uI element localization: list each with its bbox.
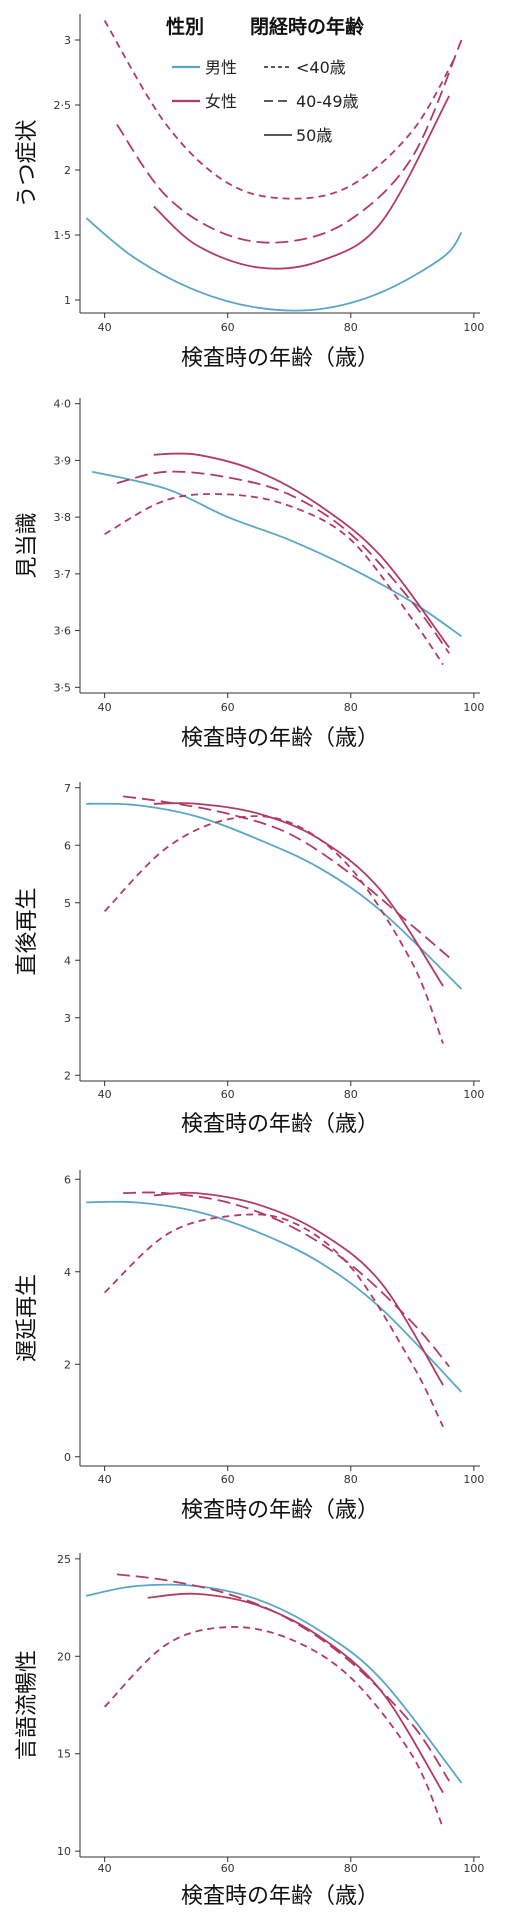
y-tick-label: 3	[64, 34, 71, 47]
series-line-male-solid	[86, 802, 463, 990]
series-line-male-solid	[85, 217, 463, 312]
series-line-female-dash	[103, 1626, 444, 1829]
y-tick-label: 5	[64, 897, 71, 910]
y-tick-label: 2	[64, 164, 71, 177]
legend-label-female: 女性	[205, 92, 237, 111]
y-tick-label: 7	[64, 782, 71, 795]
x-tick-label: 60	[221, 701, 235, 714]
y-tick-label: 4·0	[54, 398, 72, 411]
x-tick-label: 80	[344, 321, 358, 334]
x-tick-label: 60	[221, 1473, 235, 1486]
y-tick-label: 2	[64, 1358, 71, 1371]
x-tick-label: 80	[344, 701, 358, 714]
x-tick-label: 100	[463, 1088, 484, 1101]
y-tick-label: 3·6	[54, 625, 72, 638]
x-tick-label: 40	[98, 1088, 112, 1101]
chart-panel-5: 10 15 20 25 40 60 80 100 検査時の年齢（歳） 言語流暢性	[15, 1553, 484, 1909]
legend-title-menopause: 閉経時の年齢	[250, 15, 365, 38]
x-tick-label: 80	[344, 1088, 358, 1101]
chart-panel-1: 1 1·5 2 2·5 3 40 60 80 100 検査時の年齢（歳） うつ症状	[15, 14, 484, 371]
x-axis-label: 検査時の年齢（歳）	[181, 346, 379, 371]
x-axis-label: 検査時の年齢（歳）	[181, 726, 379, 751]
x-tick-label: 40	[98, 321, 112, 334]
y-axis-label: 直後再生	[15, 887, 40, 975]
y-tick-label: 10	[57, 1845, 71, 1858]
y-tick-label: 1	[64, 294, 71, 307]
y-tick-label: 4	[64, 954, 71, 967]
series-line-female-longdash	[116, 39, 463, 244]
chart-panel-3: 2 3 4 5 6 7 40 60 80 100 検査時の年齢（歳） 直後再生	[15, 782, 484, 1137]
y-tick-label: 15	[57, 1748, 71, 1761]
series-line-female-dash	[104, 493, 444, 666]
x-tick-label: 100	[463, 321, 484, 334]
y-tick-label: 2·5	[54, 99, 72, 112]
series-line-female-longdash	[123, 1191, 450, 1368]
series-line-female-solid	[153, 95, 450, 270]
x-axis-label: 検査時の年齢（歳）	[181, 1498, 379, 1523]
y-axis-label: うつ症状	[15, 119, 40, 207]
x-tick-label: 100	[463, 1473, 484, 1486]
legend-label-male: 男性	[205, 58, 237, 77]
series-line-male-solid	[86, 1583, 463, 1784]
y-tick-label: 25	[57, 1553, 71, 1566]
legend-label-50: 50歳	[296, 126, 332, 145]
y-tick-label: 4	[64, 1266, 71, 1279]
series-line-female-longdash	[116, 1573, 450, 1782]
chart-panel-4: 0 2 4 6 40 60 80 100 検査時の年齢（歳） 遅延再生	[15, 1170, 484, 1523]
legend-title-sex: 性別	[166, 15, 204, 38]
y-tick-label: 20	[57, 1650, 71, 1663]
y-tick-label: 3·8	[54, 511, 72, 524]
y-tick-label: 3	[64, 1012, 71, 1025]
chart-panel-2: 3·5 3·6 3·7 3·8 3·9 4·0 40 60 80 100 検査時の年齢（歳） 見当識	[15, 398, 484, 751]
y-axis-label: 遅延再生	[15, 1274, 40, 1362]
y-tick-label: 3·5	[54, 681, 72, 694]
x-tick-label: 40	[98, 1473, 112, 1486]
series-line-female-solid	[153, 1191, 444, 1386]
x-axis-label: 検査時の年齢（歳）	[181, 1112, 379, 1137]
x-tick-label: 60	[221, 1862, 235, 1875]
x-axis-label: 検査時の年齢（歳）	[181, 1884, 379, 1909]
series-line-female-solid	[147, 1592, 444, 1794]
x-tick-label: 60	[221, 1088, 235, 1101]
legend-label-40-49: 40-49歳	[296, 92, 359, 111]
series-line-male-solid	[92, 470, 463, 638]
y-tick-label: 0	[64, 1451, 71, 1464]
x-tick-label: 100	[463, 701, 484, 714]
series-line-female-solid	[153, 802, 444, 987]
x-tick-label: 80	[344, 1862, 358, 1875]
x-tick-label: 40	[98, 701, 112, 714]
y-tick-label: 3·9	[54, 454, 72, 467]
y-tick-label: 6	[64, 839, 71, 852]
series-line-female-dash	[103, 20, 457, 200]
x-tick-label: 60	[221, 321, 235, 334]
y-tick-label: 2	[64, 1069, 71, 1082]
x-tick-label: 80	[344, 1473, 358, 1486]
y-tick-label: 1·5	[54, 229, 72, 242]
y-tick-label: 6	[64, 1173, 71, 1186]
series-line-female-solid	[153, 452, 450, 649]
legend-label-lt40: <40歳	[296, 58, 346, 77]
series-line-female-longdash	[116, 470, 450, 654]
series-line-male-solid	[86, 1200, 463, 1393]
x-tick-label: 40	[98, 1862, 112, 1875]
series-line-female-dash	[103, 815, 444, 1044]
y-axis-label: 見当識	[15, 512, 40, 578]
x-tick-label: 100	[463, 1862, 484, 1875]
y-axis-label: 言語流暢性	[15, 1650, 40, 1760]
y-tick-label: 3·7	[54, 568, 72, 581]
series-line-female-dash	[103, 1213, 444, 1428]
series-line-female-longdash	[122, 795, 450, 959]
